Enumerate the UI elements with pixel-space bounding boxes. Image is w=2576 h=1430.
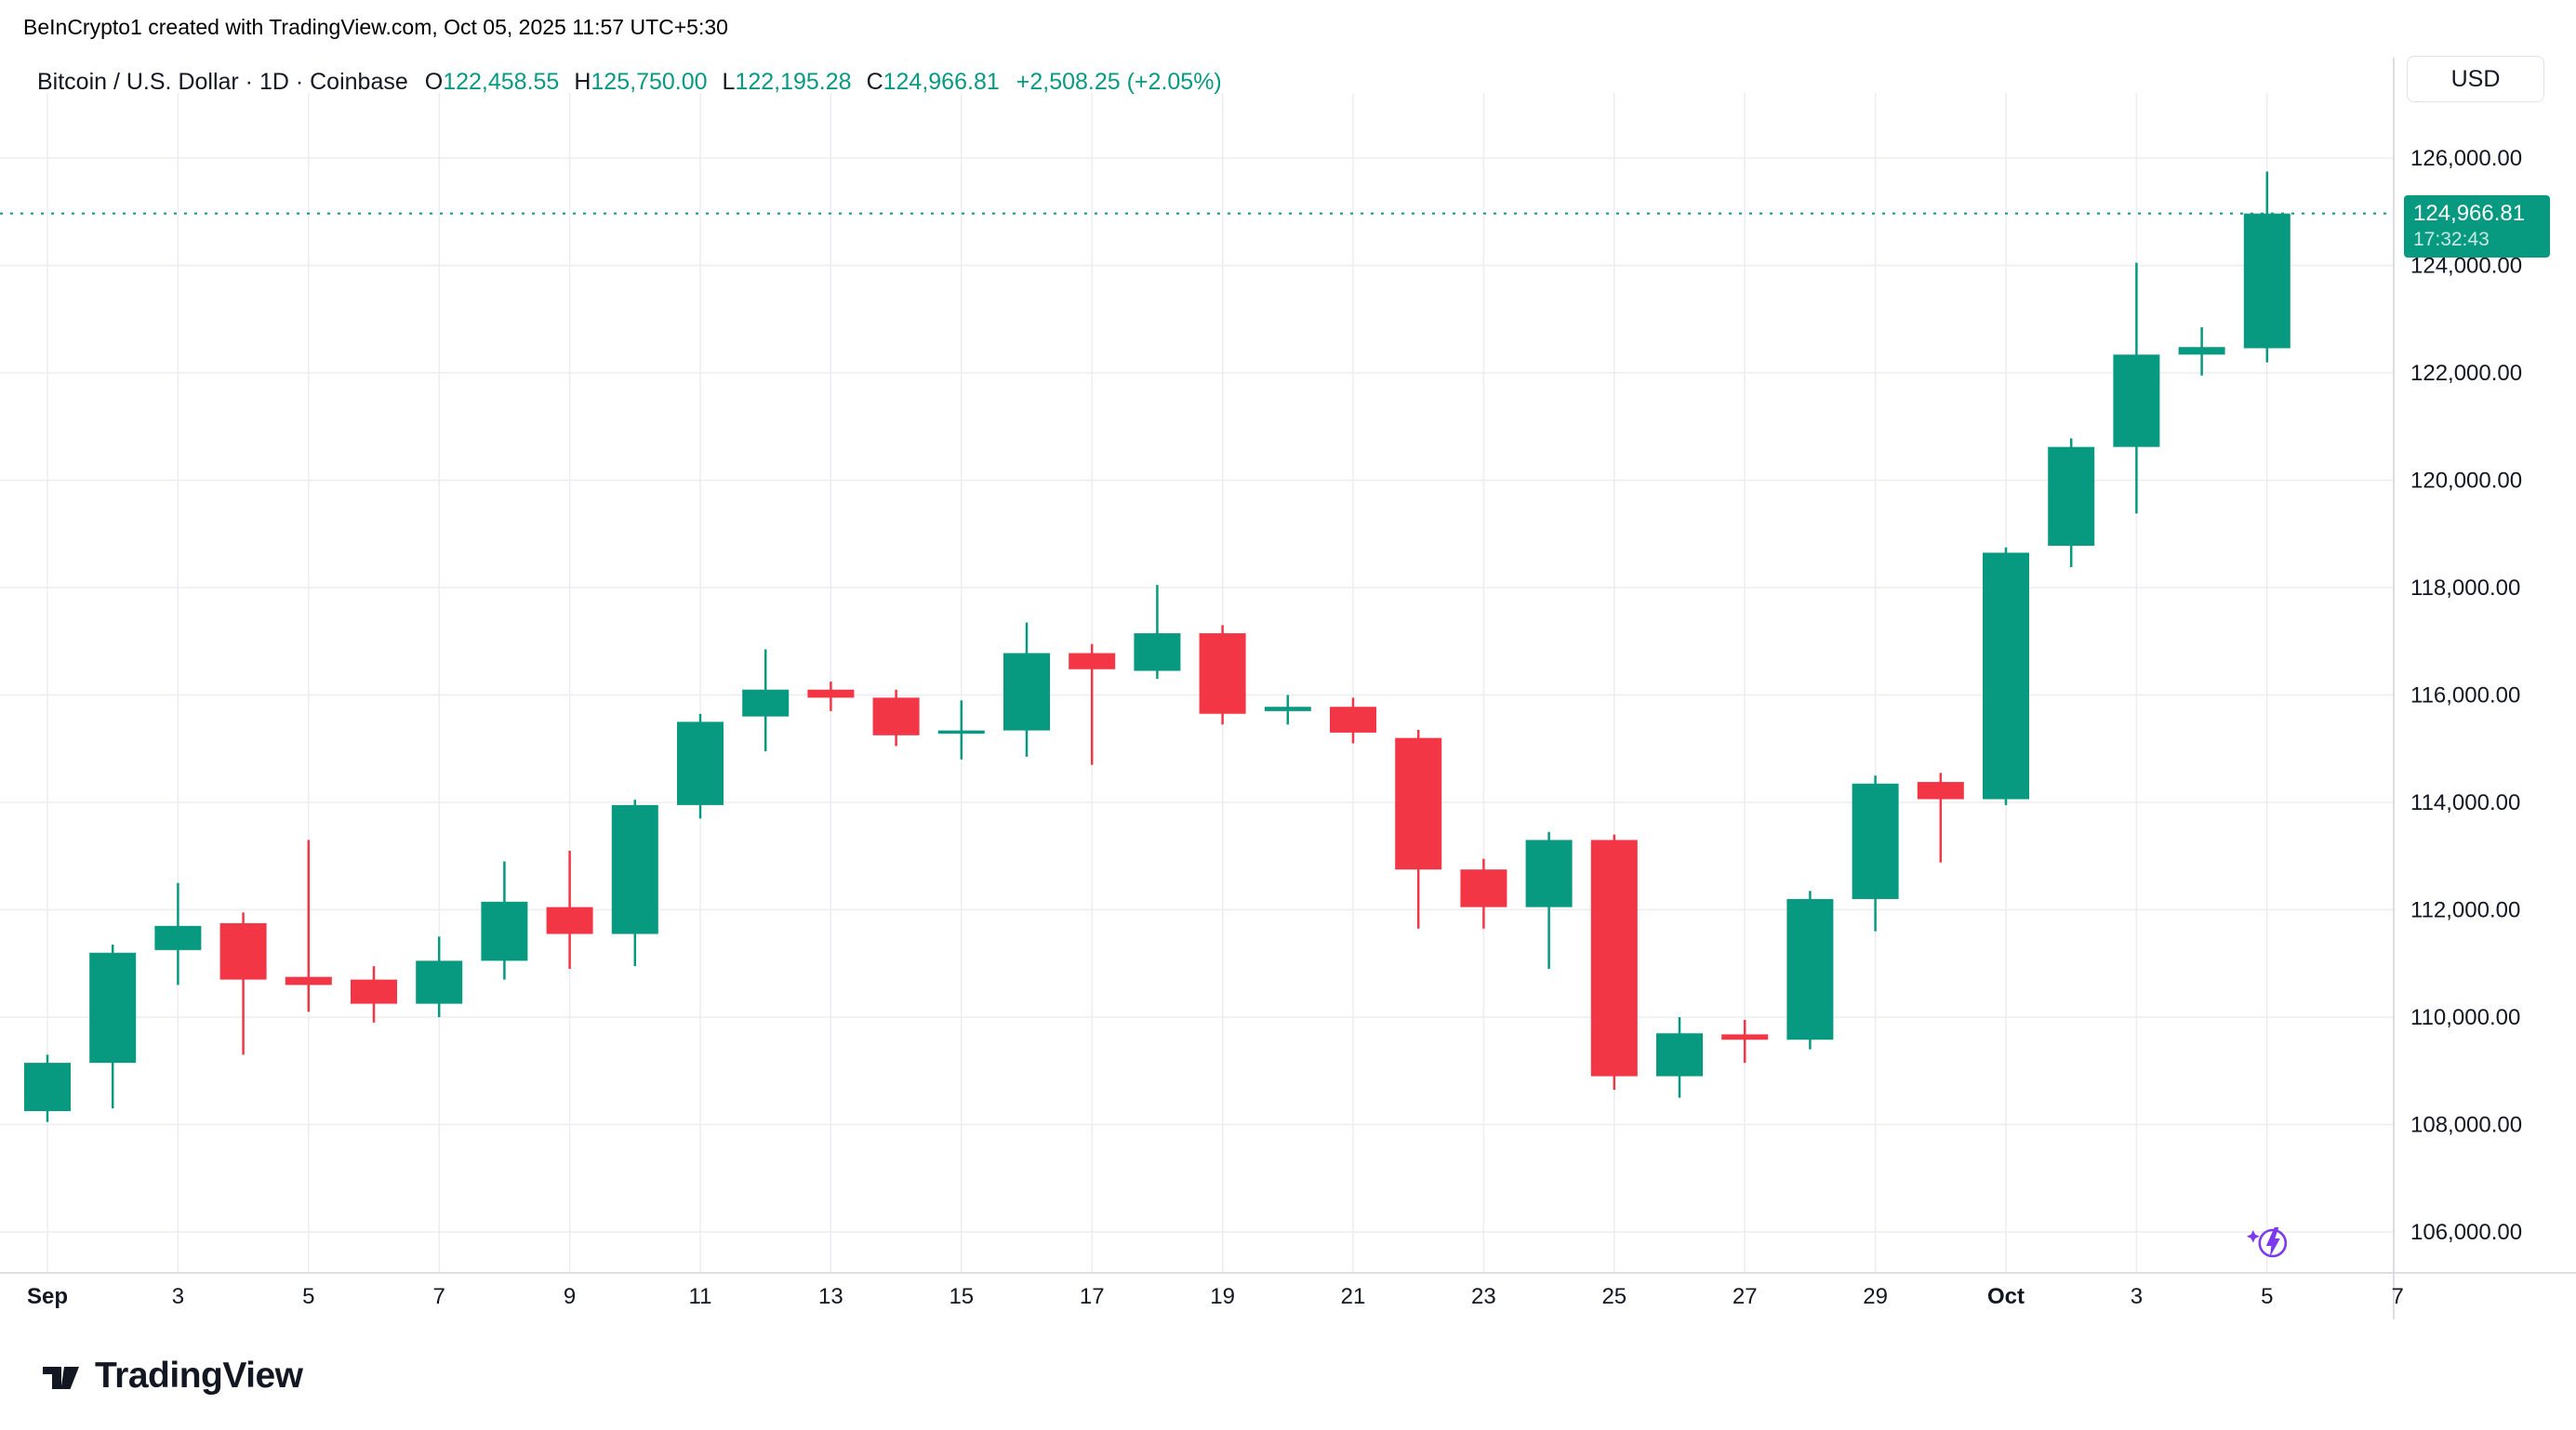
time-axis-label: 11 [689,1284,712,1309]
change-value: +2,508.25 (+2.05%) [1016,69,1222,95]
low-label: L [722,69,736,95]
open-label: O [424,69,444,95]
price-axis-label: 122,000.00 [2410,361,2522,386]
candle-down [1395,737,1442,870]
candle-up [677,722,724,805]
time-axis-label: 17 [1080,1284,1105,1309]
time-axis-label: 27 [1733,1284,1758,1309]
time-axis-label: Sep [27,1284,68,1309]
bar-countdown: 17:32:43 [2413,229,2490,251]
time-axis-label: 5 [302,1284,314,1309]
candle-up [154,925,202,950]
tradingview-logo-text: TradingView [95,1356,303,1396]
currency-toggle-button[interactable]: USD [2407,56,2544,102]
candle-down [285,976,332,986]
candle-down [1460,869,1507,907]
candle-up [2113,354,2160,447]
chart-legend: Bitcoin / U.S. Dollar · 1D · Coinbase O1… [37,69,1222,96]
time-axis-label: 25 [1601,1284,1627,1309]
candle-up [1525,840,1573,907]
low-value: 122,195.28 [735,69,852,95]
attribution-text: BeInCrypto1 created with TradingView.com… [23,15,728,39]
candle-up [1134,633,1181,671]
time-axis-label: 23 [1471,1284,1496,1309]
price-axis-label: 116,000.00 [2410,683,2520,708]
candle-down [1199,633,1246,714]
flash-event-icon[interactable] [2247,1227,2288,1258]
candle-down [546,907,593,934]
candle-up [611,804,658,934]
high-label: H [574,69,591,95]
high-value: 125,750.00 [591,69,708,95]
time-axis-label: 3 [2131,1284,2143,1309]
candle-down [351,979,397,1004]
time-axis-label: Oct [1987,1284,2025,1309]
ohlc-values: O122,458.55 H125,750.00 L122,195.28 C124… [425,69,1000,96]
candle-up [481,901,528,961]
time-axis-label: 5 [2261,1284,2273,1309]
price-axis-label: 120,000.00 [2410,469,2522,494]
candle-up [1983,552,2029,800]
current-price-badge[interactable]: 124,966.81 17:32:43 [2404,194,2550,258]
current-price-value: 124,966.81 [2413,200,2526,226]
price-axis-label: 110,000.00 [2410,1005,2520,1030]
candle-up [416,960,463,1004]
candle-down [219,922,267,980]
candle-up [1656,1033,1703,1077]
candle-up [1786,898,1834,1040]
price-axis-label: 108,000.00 [2410,1113,2522,1138]
time-axis-label: 9 [564,1284,576,1309]
time-axis-label: 3 [172,1284,184,1309]
price-axis-label: 106,000.00 [2410,1220,2522,1245]
ohlc-open: O122,458.55 [425,69,560,96]
candle-up [1852,783,1899,899]
candle-down [1590,840,1638,1077]
time-axis-label: 29 [1863,1284,1888,1309]
price-axis-label: 126,000.00 [2410,146,2522,171]
time-axis-label: 13 [818,1284,843,1309]
candle-up [2178,347,2225,355]
close-value: 124,966.81 [883,69,1000,95]
candle-up [1264,707,1311,711]
open-value: 122,458.55 [443,69,560,95]
ohlc-high: H125,750.00 [574,69,707,96]
grid-lines [0,93,2394,1273]
candle-down [807,689,855,698]
candle-down [872,697,920,735]
price-axis-label: 114,000.00 [2410,790,2520,815]
ohlc-close: C124,966.81 [867,69,1000,96]
candles-layer [24,171,2291,1122]
candle-up [1003,653,1050,731]
price-axis-label: 112,000.00 [2410,898,2520,923]
time-axis-label: 19 [1210,1284,1235,1309]
candle-down [1721,1034,1769,1040]
ohlc-low: L122,195.28 [723,69,852,96]
candle-down [1917,782,1964,800]
candle-up [742,689,790,717]
candle-up [24,1063,71,1112]
symbol-description[interactable]: Bitcoin / U.S. Dollar · 1D · Coinbase [37,69,408,95]
close-label: C [866,69,883,95]
candle-up [89,952,137,1064]
time-axis-label: 7 [433,1284,445,1309]
time-axis-label: 21 [1341,1284,1366,1309]
time-axis-label: 7 [2392,1284,2404,1309]
tradingview-logo-icon [43,1367,79,1389]
candle-down [1069,653,1116,669]
candle-up [2243,213,2291,349]
price-axis-label: 118,000.00 [2410,576,2520,601]
candle-up [937,730,985,735]
time-axis-label: 15 [949,1284,974,1309]
candle-down [1330,707,1376,733]
tradingview-footer[interactable]: TradingView [39,1346,303,1406]
candle-up [2048,446,2095,546]
